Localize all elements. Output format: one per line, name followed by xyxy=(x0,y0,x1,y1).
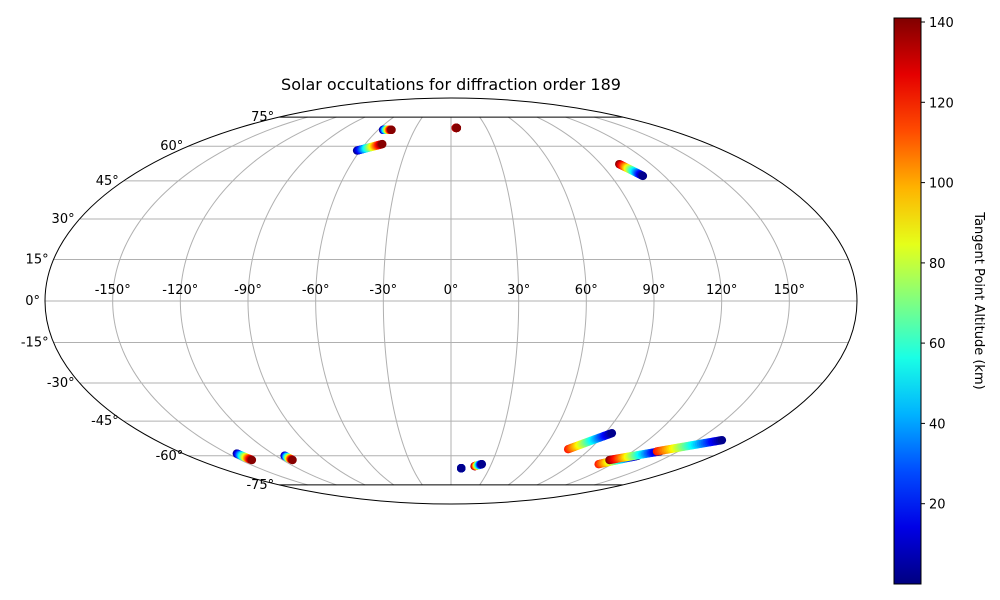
lon-tick-label: 30° xyxy=(507,283,530,298)
colorbar-tick-label: 60 xyxy=(929,337,946,352)
grid-meridian xyxy=(112,116,308,486)
lon-tick-label: 120° xyxy=(706,283,737,298)
colorbar-tick-label: 100 xyxy=(929,177,954,192)
lat-tick-label: 45° xyxy=(96,174,119,189)
lat-tick-label: -60° xyxy=(156,449,184,464)
occultation-point xyxy=(247,455,257,465)
colorbar-gradient xyxy=(893,17,922,585)
colorbar-tick-label: 120 xyxy=(929,96,954,111)
grid-meridian xyxy=(315,116,395,486)
colorbar-ticks: 20 40 60 80 100 120 140 xyxy=(921,16,954,513)
lon-tick-label: 60° xyxy=(575,283,598,298)
colorbar-tick-label: 80 xyxy=(929,257,946,272)
grid-meridian xyxy=(247,116,366,486)
colorbar-tick-label: 20 xyxy=(929,498,946,513)
lon-tick-label: -120° xyxy=(162,283,198,298)
colorbar: 20 40 60 80 100 120 140 Tangent Point Altitude… xyxy=(893,16,986,585)
occultation-point xyxy=(452,123,462,133)
lat-tick-label: -45° xyxy=(91,414,119,429)
lat-tick-label: 30° xyxy=(52,212,75,227)
occultation-point xyxy=(638,171,648,181)
occultation-point xyxy=(717,435,727,445)
lon-tick-label: -150° xyxy=(95,283,131,298)
colorbar-label: Tangent Point Altitude (km) xyxy=(971,211,986,389)
lon-tick-label: -30° xyxy=(369,283,397,298)
grid-meridian xyxy=(507,116,587,486)
occultation-point xyxy=(288,455,297,465)
map-boundary xyxy=(44,97,858,505)
grid-meridian xyxy=(382,116,423,486)
lon-tick-label: -90° xyxy=(234,283,262,298)
colorbar-tick-label: 40 xyxy=(929,417,946,432)
lat-tick-label: 75° xyxy=(251,110,274,125)
occultation-points xyxy=(232,123,727,473)
occultation-point xyxy=(387,125,396,135)
lat-tick-label: 15° xyxy=(26,252,49,267)
occultation-point xyxy=(477,459,487,469)
lon-tick-label: 0° xyxy=(444,283,459,298)
graticule xyxy=(45,116,857,486)
grid-meridian xyxy=(594,116,790,486)
grid-meridian xyxy=(179,116,337,486)
lat-tick-label: 60° xyxy=(160,139,183,154)
colorbar-tick-label: 140 xyxy=(929,16,954,31)
occultation-point xyxy=(457,464,466,473)
grid-meridian xyxy=(479,116,520,486)
lon-tick-label: 90° xyxy=(642,283,665,298)
grid-meridian xyxy=(565,116,723,486)
occultation-point xyxy=(607,428,617,438)
lat-tick-label: -75° xyxy=(246,478,274,493)
occultation-point xyxy=(378,139,387,149)
axis-tick-labels: -150° -120° -90° -60° -30° 0° 30° 60° 90° 120° 150… xyxy=(21,110,805,493)
lat-tick-label: 0° xyxy=(25,294,40,309)
lon-tick-label: 150° xyxy=(774,283,805,298)
lat-tick-label: -30° xyxy=(47,376,75,391)
lat-tick-label: -15° xyxy=(21,336,49,351)
chart-title: Solar occultations for diffraction order… xyxy=(281,75,621,94)
lon-tick-label: -60° xyxy=(302,283,330,298)
